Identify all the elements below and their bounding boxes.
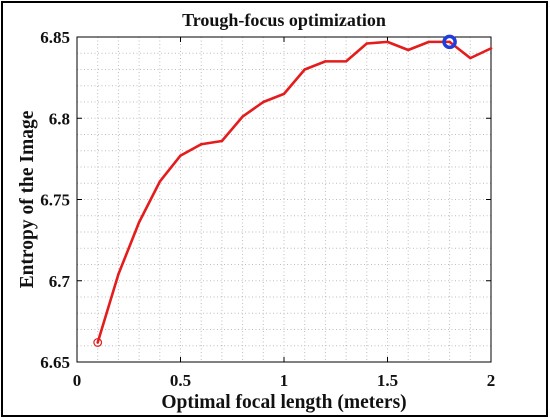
axes-box [76,36,492,363]
data-point [448,40,451,44]
peak-point-marker [442,34,457,50]
data-point [158,180,161,183]
chart-title: Trough-focus optimization [182,10,386,30]
x-tick-label: 2 [487,371,496,390]
data-point [365,42,368,45]
data-point [407,48,410,52]
data-point [469,56,472,60]
data-point [282,92,286,96]
highlight-markers [93,34,457,347]
y-tick-label: 6.7 [49,272,71,291]
grid [77,37,491,362]
y-tick-label: 6.75 [40,191,70,210]
x-tick-label: 0 [73,371,82,390]
y-tick-label: 6.8 [49,109,70,128]
data-point [262,100,265,104]
data-point [137,221,141,224]
data-point [96,341,99,344]
data-point [386,40,389,44]
data-point [117,273,120,276]
x-tick-label: 0.5 [170,371,191,390]
data-point [200,143,203,146]
series-group [96,40,493,344]
y-tick-label: 6.65 [40,353,70,372]
data-point [220,139,224,143]
data-point [489,47,493,50]
data-point [303,68,306,71]
data-point [241,115,244,118]
x-tick-label: 1.5 [377,371,398,390]
data-point [427,40,431,44]
start-point-marker [93,338,103,347]
x-axis-label: Optimal focal length (meters) [161,392,406,413]
y-axis-label: Entropy of the Image [17,110,38,288]
y-tick-label: 6.85 [40,28,70,47]
data-point [324,60,327,63]
series-line [96,40,493,344]
data-point [179,154,182,157]
x-tick-label: 1 [280,371,289,390]
data-point [344,60,348,63]
tick-labels: 0 0.5 1 1.5 2 6.65 6.7 6.75 6.8 6.85 [40,28,495,390]
